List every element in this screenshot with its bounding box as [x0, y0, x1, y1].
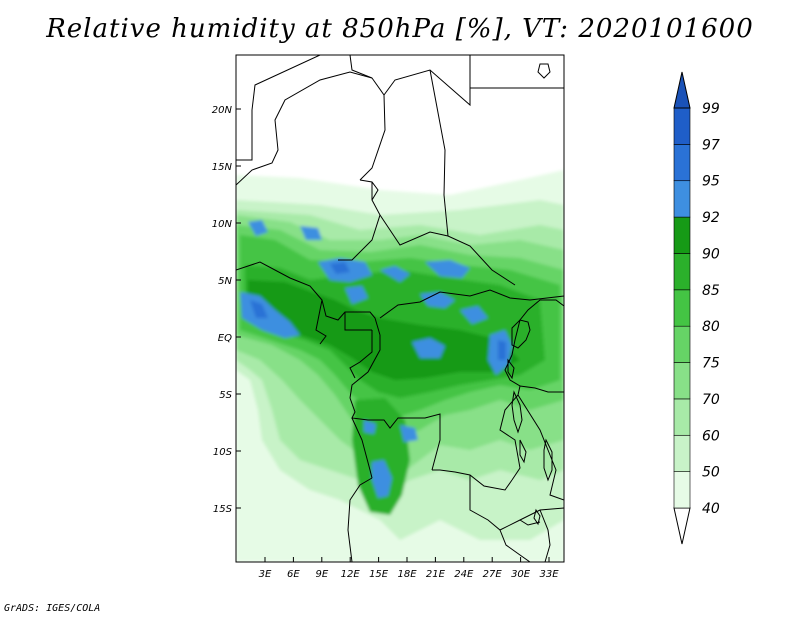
lon-tick-label: 30E: [511, 569, 531, 580]
lat-tick-label: 15S: [213, 504, 233, 515]
humidity-contour-c95: [412, 338, 445, 358]
colorbar-segment: [673, 362, 691, 400]
colorbar-label: 97: [702, 137, 720, 153]
lon-tick-label: 12E: [341, 569, 361, 580]
lon-tick-label: 33E: [539, 569, 559, 580]
humidity-contour-c95: [300, 226, 322, 240]
lon-tick-label: 15E: [369, 569, 389, 580]
lat-tick-label: EQ: [218, 333, 232, 344]
colorbar-segment: [673, 398, 691, 436]
lat-tick-label: 20N: [212, 105, 233, 116]
humidity-contour-c95: [420, 292, 455, 308]
colorbar-segment: [673, 289, 691, 327]
humidity-contour-c95: [460, 306, 488, 324]
lon-tick-label: 6E: [287, 569, 300, 580]
lakes: [507, 63, 553, 526]
colorbar-segment: [673, 325, 691, 363]
colorbar-label: 50: [702, 465, 720, 481]
colorbar-label: 75: [702, 356, 720, 372]
lat-tick-label: 10S: [213, 447, 233, 458]
colorbar-label: 92: [702, 210, 720, 226]
humidity-contour-c95: [425, 260, 470, 278]
grads-credit: GrADS: IGES/COLA: [4, 603, 101, 614]
lat-tick-label: 10N: [212, 219, 233, 230]
country-borders: [236, 55, 564, 562]
lon-tick-label: 3E: [259, 569, 272, 580]
colorbar-label: 90: [702, 246, 720, 262]
colorbar-segment: [673, 216, 691, 254]
colorbar-segment: [673, 180, 691, 218]
humidity-contour-c95: [400, 425, 418, 442]
humidity-contour-c95: [372, 460, 392, 498]
lon-tick-label: 9E: [315, 569, 328, 580]
humidity-contour-c97: [498, 340, 506, 360]
map-frame: [235, 54, 565, 563]
humidity-contour-c95: [364, 420, 376, 434]
humidity-contour-c95: [345, 286, 368, 304]
humidity-contour-c97: [330, 262, 350, 274]
humidity-contour-c95: [248, 220, 268, 236]
colorbar-label: 99: [702, 101, 720, 117]
lon-tick-label: 27E: [483, 569, 503, 580]
colorbar-label: 40: [702, 501, 720, 517]
colorbar: 40 50 60 70 75 80 85 90 92 95 97 99: [673, 71, 720, 545]
humidity-contour-c97: [250, 300, 268, 318]
lon-tick-label: 18E: [397, 569, 417, 580]
colorbar-label: 70: [702, 392, 720, 408]
map-title: Relative humidity at 850hPa [%], VT: 202…: [46, 14, 754, 44]
humidity-contour-c92: [248, 280, 520, 380]
humidity-field: [236, 55, 564, 562]
lon-tick-label: 21E: [426, 569, 446, 580]
colorbar-segment: [673, 107, 691, 145]
colorbar-segment: [673, 253, 691, 291]
colorbar-segment: [673, 434, 691, 472]
colorbar-label: 60: [702, 428, 720, 444]
lat-tick-label: 5N: [218, 276, 232, 287]
lat-tick-label: 15N: [212, 162, 233, 173]
humidity-contour-c95: [380, 266, 410, 282]
colorbar-upper-arrow: [673, 71, 691, 109]
colorbar-label: 95: [702, 174, 720, 190]
latitude-axis: 20N 15N 10N 5N EQ 5S 10S 15S: [212, 105, 241, 515]
colorbar-segment: [673, 144, 691, 182]
lon-tick-label: 24E: [454, 569, 474, 580]
longitude-axis: 3E 6E 9E 12E 15E 18E 21E 24E 27E 30E 33E: [259, 557, 559, 580]
colorbar-label: 80: [702, 319, 720, 335]
colorbar-lower-arrow: [673, 507, 691, 545]
lat-tick-label: 5S: [219, 390, 232, 401]
colorbar-label: 85: [702, 283, 720, 299]
colorbar-segment: [673, 471, 691, 509]
